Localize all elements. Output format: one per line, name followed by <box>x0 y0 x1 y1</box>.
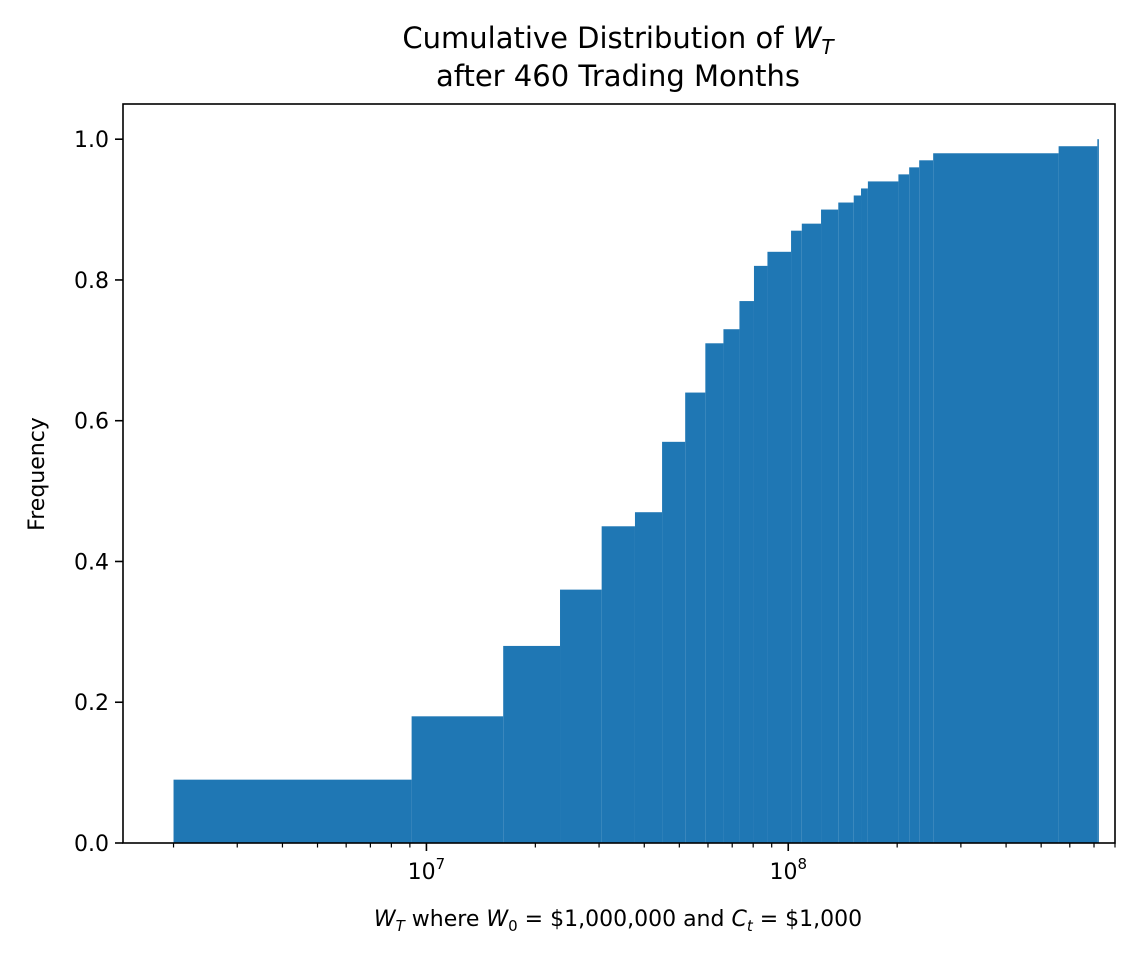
histogram-bar <box>919 160 934 844</box>
histogram-bar <box>767 251 792 844</box>
histogram-bar <box>685 392 706 843</box>
histogram-bar <box>861 188 868 843</box>
y-tick-label: 0.6 <box>74 410 109 435</box>
plot-frame <box>122 103 1116 844</box>
y-tick-label: 0.2 <box>74 691 109 716</box>
histogram-bar <box>705 343 724 843</box>
histogram-bar <box>560 589 602 843</box>
histogram-bar <box>662 441 686 843</box>
histogram-bar <box>1097 139 1099 843</box>
histogram-bar <box>838 202 854 844</box>
histogram-bar <box>723 329 740 843</box>
histogram-bar <box>739 301 754 844</box>
histogram-bar <box>634 512 663 843</box>
histogram-bar <box>933 153 1059 843</box>
y-tick-label: 0.8 <box>74 269 109 294</box>
chart-title-line1: Cumulative Distribution of WT <box>402 21 835 59</box>
y-axis-ticks: 0.0 0.2 0.4 0.6 0.8 1.0 <box>74 128 123 857</box>
x-tick-label: 108 <box>769 855 807 885</box>
histogram-bar <box>753 265 768 843</box>
chart-title-line2: after 460 Trading Months <box>436 59 800 93</box>
y-tick-label: 0.0 <box>74 832 109 857</box>
y-tick-label: 0.4 <box>74 550 109 575</box>
histogram-bars <box>173 139 1099 844</box>
histogram-bar <box>909 167 920 844</box>
histogram-bar <box>853 195 862 843</box>
histogram-bar <box>821 209 839 844</box>
histogram-bar <box>867 181 899 843</box>
histogram-bar <box>791 230 802 843</box>
y-axis-label: Frequency <box>25 417 50 531</box>
y-tick-label: 1.0 <box>74 128 109 153</box>
histogram-bar <box>411 716 504 843</box>
histogram-bar <box>1058 146 1098 843</box>
x-axis-label: WT where W0 = $1,000,000 and Ct = $1,000 <box>374 907 862 935</box>
histogram-bar <box>801 223 822 844</box>
x-tick-label: 107 <box>408 855 446 885</box>
histogram-bar <box>173 779 412 843</box>
histogram-bar <box>503 645 561 843</box>
histogram-bar <box>601 526 635 843</box>
histogram-bar <box>898 174 910 843</box>
